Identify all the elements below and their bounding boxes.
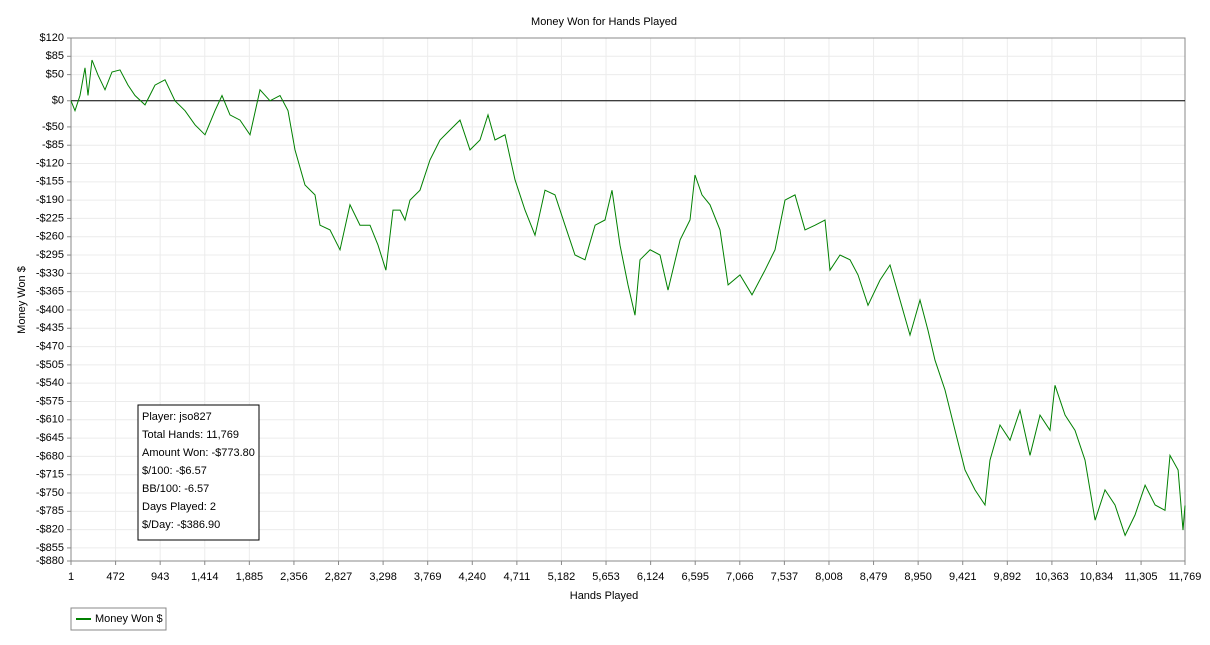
y-tick-label: -$295 [36,249,64,261]
x-tick-label: 472 [106,571,124,583]
info-text: Days Played: 2 [142,501,216,513]
x-axis-title: Hands Played [570,590,639,602]
x-tick-label: 7,537 [771,571,799,583]
y-tick-label: -$750 [36,487,64,499]
info-text: Player: jso827 [142,411,212,423]
x-tick-label: 8,479 [860,571,888,583]
y-tick-label: -$85 [42,139,64,151]
y-tick-label: -$575 [36,395,64,407]
x-tick-label: 8,950 [904,571,932,583]
x-tick-label: 8,008 [815,571,843,583]
x-tick-label: 6,595 [681,571,709,583]
y-tick-label: -$365 [36,286,64,298]
y-tick-label: -$645 [36,432,64,444]
x-tick-label: 11,769 [1169,571,1202,583]
y-tick-label: $120 [40,32,64,44]
chart-title: Money Won for Hands Played [531,16,677,28]
y-tick-label: -$880 [36,555,64,567]
y-tick-label: -$50 [42,121,64,133]
x-tick-label: 3,769 [414,571,442,583]
info-text: Amount Won: -$773.80 [142,447,255,459]
y-tick-label: -$225 [36,212,64,224]
x-tick-label: 943 [151,571,169,583]
info-text: BB/100: -6.57 [142,483,209,495]
grid [70,37,1186,562]
x-tick-label: 7,066 [726,571,754,583]
info-text: Total Hands: 11,769 [142,429,239,441]
y-tick-label: -$155 [36,176,64,188]
y-tick-label: -$505 [36,359,64,371]
legend-box [70,607,167,631]
y-tick-label: -$330 [36,267,64,279]
x-tick-label: 9,421 [949,571,977,583]
y-tick-label: -$610 [36,414,64,426]
plot-border [70,37,1186,562]
y-tick-label: -$190 [36,194,64,206]
x-tick-label: 4,240 [459,571,487,583]
y-tick-label: $50 [46,69,64,81]
y-tick-label: -$435 [36,322,64,334]
y-tick-label: -$785 [36,505,64,517]
legend-label: Money Won $ [95,613,163,625]
y-tick-label: -$715 [36,469,64,481]
y-axis-title: Money Won $ [16,266,28,334]
x-tick-label: 5,182 [548,571,576,583]
info-text: $/Day: -$386.90 [142,519,220,531]
info-box [137,404,260,541]
y-tick-label: -$120 [36,157,64,169]
x-tick-label: 6,124 [637,571,665,583]
x-tick-label: 5,653 [592,571,620,583]
y-tick-label: -$540 [36,377,64,389]
x-tick-label: 2,827 [325,571,353,583]
y-tick-label: -$470 [36,340,64,352]
x-tick-label: 3,298 [369,571,397,583]
y-tick-label: -$260 [36,231,64,243]
y-tick-label: $0 [52,95,64,107]
x-tick-label: 9,892 [994,571,1022,583]
x-tick-label: 1,885 [236,571,264,583]
y-tick-label: $85 [46,50,64,62]
x-tick-label: 10,363 [1035,571,1069,583]
x-tick-label: 1,414 [191,571,219,583]
x-tick-label: 4,711 [504,571,531,583]
y-tick-label: -$400 [36,304,64,316]
x-tick-label: 2,356 [280,571,308,583]
y-tick-label: -$820 [36,524,64,536]
series-line [70,59,1186,537]
x-tick-label: 10,834 [1080,571,1114,583]
y-tick-label: -$680 [36,450,64,462]
x-tick-label: 1 [68,571,74,583]
info-text: $/100: -$6.57 [142,465,207,477]
x-tick-label: 11,305 [1125,571,1158,583]
y-tick-label: -$855 [36,542,64,554]
